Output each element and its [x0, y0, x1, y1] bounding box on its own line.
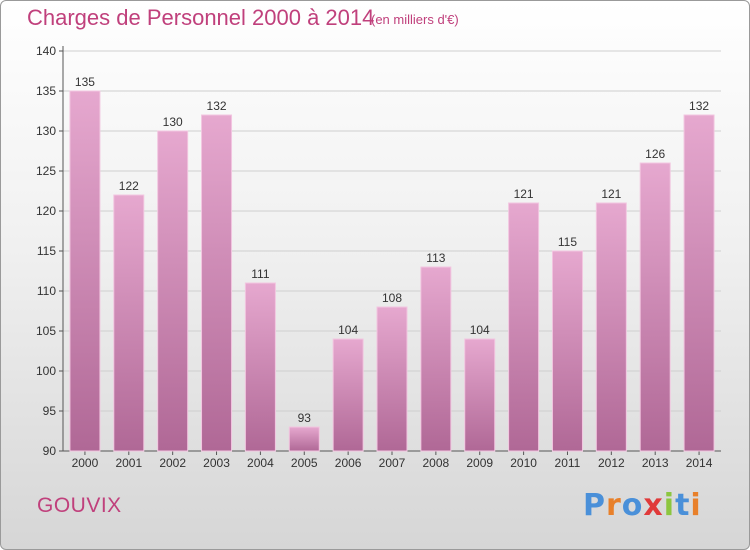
bar-2001 [113, 194, 145, 452]
value-label-2010: 121 [514, 187, 534, 201]
y-tick-label: 90 [43, 444, 57, 458]
x-tick-label-2013: 2013 [642, 456, 669, 470]
value-label-2000: 135 [75, 75, 95, 89]
bar-2014 [683, 114, 715, 452]
logo-letter: t [675, 488, 691, 523]
value-label-2003: 132 [207, 99, 227, 113]
chart-title: Charges de Personnel 2000 à 2014 [27, 5, 375, 30]
bar-2000 [69, 90, 101, 452]
y-tick-label: 125 [36, 164, 56, 178]
y-tick-label: 135 [36, 84, 56, 98]
bar-2013 [639, 162, 671, 452]
x-tick-label-2006: 2006 [335, 456, 362, 470]
x-tick-label-2001: 2001 [115, 456, 142, 470]
logo-letter: P [583, 488, 606, 523]
value-label-2006: 104 [338, 323, 358, 337]
y-tick-label: 110 [37, 284, 56, 298]
value-label-2001: 122 [119, 179, 139, 193]
x-tick-label-2005: 2005 [291, 456, 318, 470]
bar-2012 [595, 202, 627, 452]
bar-2005 [288, 426, 320, 452]
x-tick-label-2011: 2011 [555, 456, 581, 470]
bar-2009 [464, 338, 496, 452]
value-label-2008: 113 [426, 251, 445, 265]
bar-2004 [244, 282, 276, 452]
bar-2008 [420, 266, 452, 452]
x-tick-label-2008: 2008 [423, 456, 450, 470]
value-label-2007: 108 [382, 291, 402, 305]
chart-subtitle: (en milliers d'€) [371, 12, 459, 27]
value-label-2013: 126 [645, 147, 665, 161]
proxiti-logo[interactable]: Proxiti [583, 488, 702, 523]
x-tick-label-2000: 2000 [72, 456, 99, 470]
x-tick-label-2004: 2004 [247, 456, 274, 470]
value-label-2002: 130 [163, 115, 183, 129]
y-tick-label: 140 [36, 44, 56, 58]
logo-letter: x [643, 488, 664, 523]
bar-2006 [332, 338, 364, 452]
x-tick-label-2003: 2003 [203, 456, 230, 470]
x-tick-label-2014: 2014 [686, 456, 713, 470]
city-name: GOUVIX [37, 494, 122, 517]
y-tick-label: 105 [36, 324, 56, 338]
y-tick-label: 115 [37, 244, 56, 258]
bar-2003 [201, 114, 233, 452]
bar-2011 [551, 250, 583, 452]
x-tick-label-2010: 2010 [510, 456, 537, 470]
y-tick-label: 100 [36, 364, 56, 378]
logo-letter: o [621, 488, 644, 523]
value-label-2014: 132 [689, 99, 709, 113]
bar-2007 [376, 306, 408, 452]
value-label-2012: 121 [601, 187, 621, 201]
value-label-2004: 111 [251, 267, 270, 281]
logo-letter: i [663, 488, 676, 523]
value-labels: 135 122 130 132 111 93 104 108 113 104 121 115 121 12… [75, 75, 709, 425]
y-tick-label: 95 [43, 404, 57, 418]
logo-letter: r [606, 488, 622, 523]
y-tick-label: 120 [36, 204, 56, 218]
value-label-2009: 104 [470, 323, 490, 337]
x-tick-label-2002: 2002 [159, 456, 186, 470]
bar-2002 [157, 130, 189, 452]
bar-2010 [508, 202, 540, 452]
x-tick-label-2012: 2012 [598, 456, 625, 470]
value-label-2005: 93 [298, 411, 312, 425]
x-tick-label-2009: 2009 [466, 456, 493, 470]
y-tick-label: 130 [36, 124, 56, 138]
logo-letter: i [690, 488, 702, 523]
x-tick-label-2007: 2007 [379, 456, 406, 470]
value-label-2011: 115 [558, 235, 577, 249]
bars [69, 90, 715, 452]
